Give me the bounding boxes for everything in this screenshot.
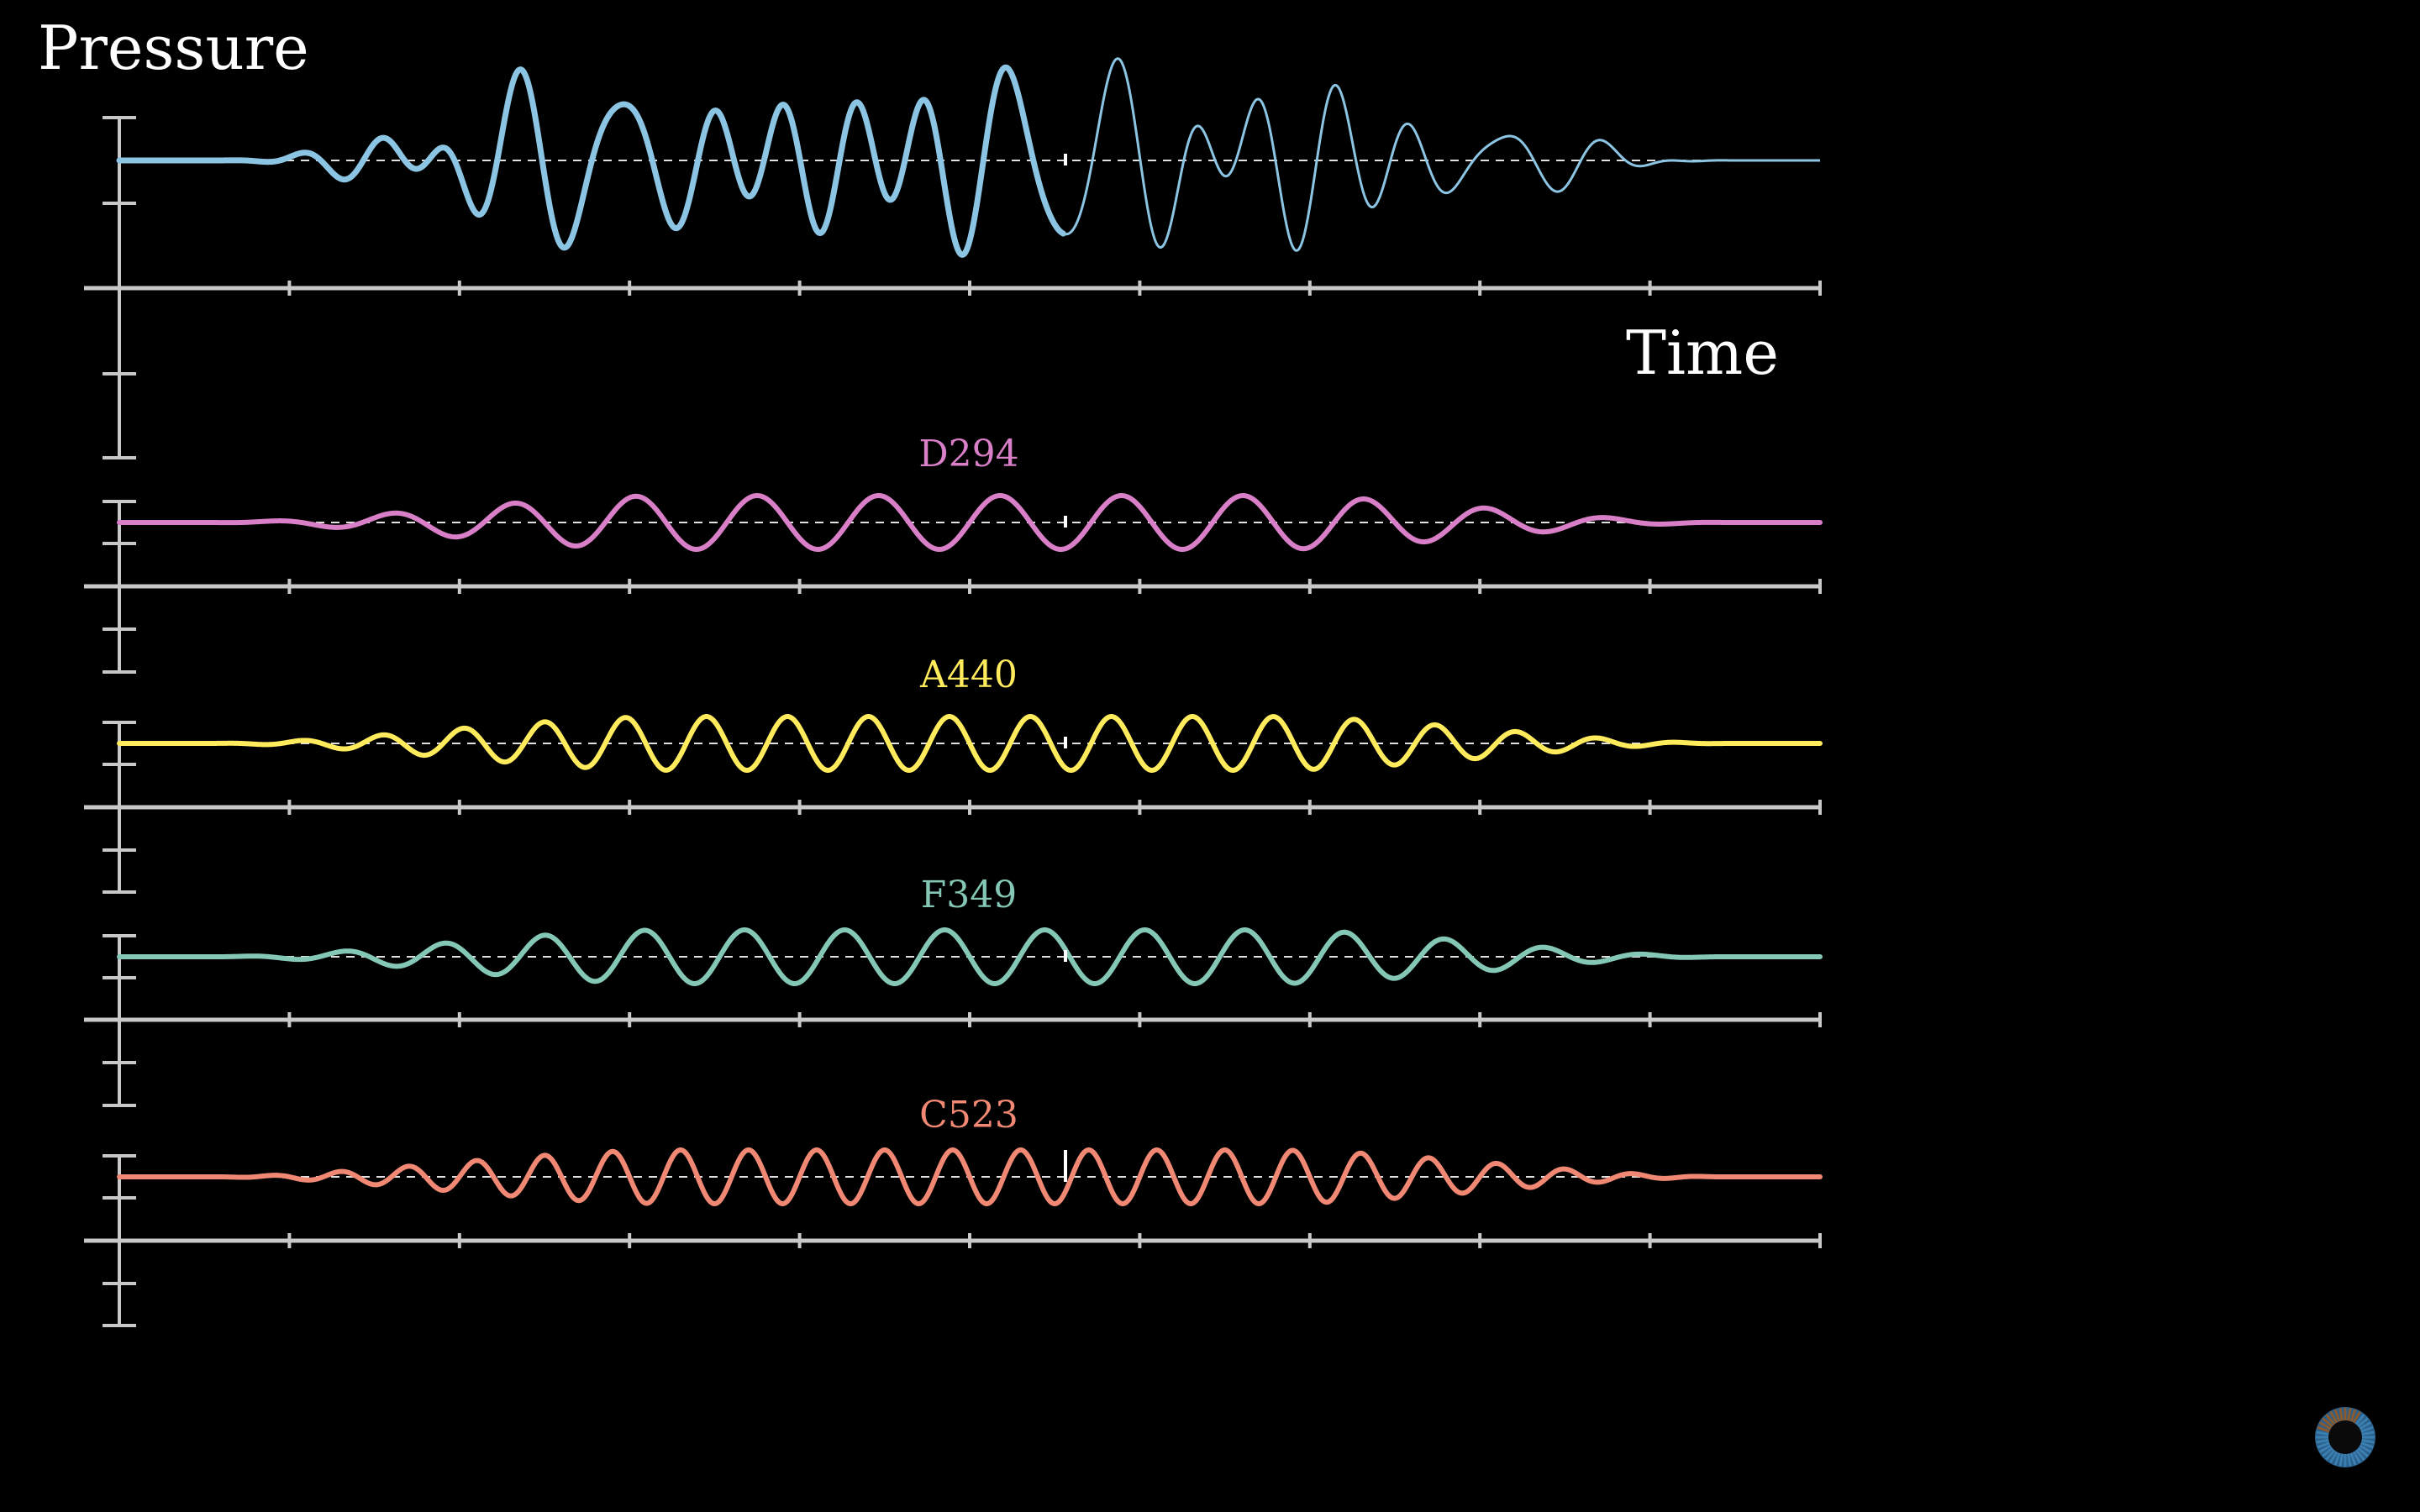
panel-f349: F349 — [84, 874, 1823, 1107]
series-label-a440: A440 — [919, 654, 1018, 696]
series-label-c523: C523 — [919, 1094, 1018, 1137]
panel-a440: A440 — [84, 654, 1823, 894]
series-line-f349 — [117, 927, 1823, 986]
panel-d294: D294 — [84, 433, 1823, 674]
x-axis-label: Time — [1626, 318, 1779, 388]
series-line-d294 — [117, 493, 1823, 552]
plot-panels: D294 A440 F349 C523 — [84, 57, 1823, 1327]
series-label-d294: D294 — [918, 433, 1018, 475]
y-axis-label: Pressure — [38, 13, 309, 83]
series-line-composite-tail — [1062, 57, 1821, 252]
panel-composite — [84, 57, 1822, 459]
series-label-f349: F349 — [921, 874, 1018, 916]
pi-logo-icon — [2315, 1407, 2375, 1467]
series-line-c523 — [117, 1147, 1823, 1206]
series-line-composite — [116, 64, 1066, 258]
series-line-a440 — [117, 714, 1823, 773]
panel-c523: C523 — [84, 1094, 1823, 1327]
